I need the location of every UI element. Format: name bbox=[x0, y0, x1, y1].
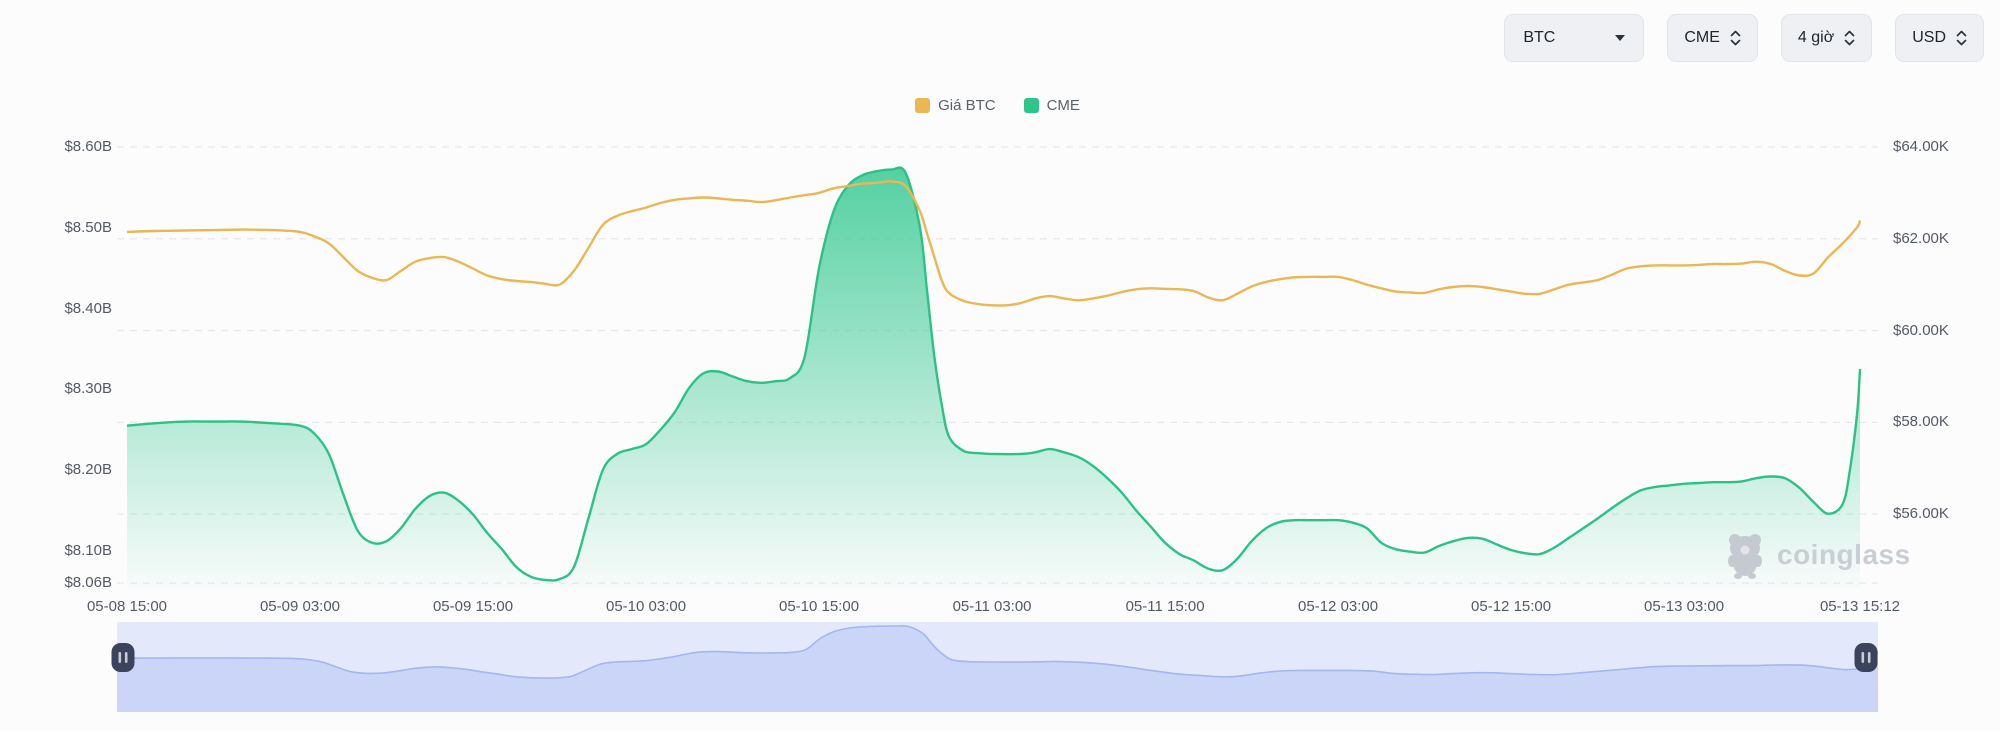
up-down-chevrons-icon bbox=[1956, 29, 1967, 47]
x-axis-label: 05-11 03:00 bbox=[952, 598, 1032, 615]
y-axis-left-label: $8.30B bbox=[64, 380, 112, 398]
y-axis-left-label: $8.50B bbox=[64, 218, 112, 236]
interval-select[interactable]: 4 giờ bbox=[1780, 14, 1873, 62]
btc-price-line bbox=[126, 180, 1862, 307]
navigator-right-handle[interactable] bbox=[1854, 643, 1878, 672]
y-axis-left-label: $8.60B bbox=[64, 138, 112, 155]
caret-down-icon bbox=[1615, 35, 1626, 41]
x-axis-label: 05-08 15:00 bbox=[86, 598, 168, 615]
x-axis-label: 05-10 03:00 bbox=[605, 598, 687, 615]
x-axis-label: 05-09 15:00 bbox=[432, 598, 514, 615]
y-axis-left-label: $8.40B bbox=[64, 299, 112, 317]
chart-controls: BTC CME 4 giờ USD bbox=[1504, 14, 1984, 62]
y-axis-right-label: $58.00K bbox=[1893, 413, 1949, 431]
y-axis-left-label: $8.10B bbox=[64, 541, 112, 559]
up-down-chevrons-icon bbox=[1730, 29, 1741, 47]
y-axis-left-label: $8.06B bbox=[64, 574, 112, 592]
legend-item-gia-btc[interactable]: Giá BTC bbox=[915, 97, 996, 114]
symbol-select[interactable]: BTC bbox=[1504, 14, 1645, 62]
btc-price-legend-swatch-icon bbox=[915, 98, 931, 113]
symbol-select-value: BTC bbox=[1523, 29, 1556, 46]
y-axis-right-label: $64.00K bbox=[1893, 138, 1949, 155]
navigator-left-handle[interactable] bbox=[111, 643, 135, 672]
exchange-select-value: CME bbox=[1684, 29, 1720, 46]
y-axis-left-label: $8.20B bbox=[64, 461, 112, 479]
y-axis-right-label: $62.00K bbox=[1893, 229, 1949, 247]
x-axis-label: 05-09 03:00 bbox=[259, 598, 341, 615]
x-axis-label: 05-10 15:00 bbox=[778, 598, 860, 615]
currency-select-value: USD bbox=[1912, 29, 1946, 46]
y-axis-right-label: $60.00K bbox=[1893, 321, 1949, 339]
cme-legend-swatch-icon bbox=[1023, 98, 1039, 113]
interval-select-value: 4 giờ bbox=[1797, 29, 1835, 46]
legend-label-cme: CME bbox=[1046, 97, 1080, 114]
cme-open-interest-area bbox=[127, 167, 1860, 588]
x-axis-label: 05-13 15:12 bbox=[1819, 598, 1901, 615]
legend-label-gia-btc: Giá BTC bbox=[938, 97, 996, 114]
x-axis-label: 05-11 15:00 bbox=[1125, 598, 1205, 615]
x-axis-label: 05-12 15:00 bbox=[1471, 598, 1552, 615]
navigator-area bbox=[117, 625, 1878, 712]
currency-select[interactable]: USD bbox=[1895, 14, 1984, 62]
legend-item-cme[interactable]: CME bbox=[1023, 97, 1080, 114]
exchange-select[interactable]: CME bbox=[1667, 14, 1758, 62]
x-axis-label: 05-12 03:00 bbox=[1298, 598, 1379, 615]
x-axis-label: 05-13 03:00 bbox=[1644, 598, 1725, 615]
cme-open-interest-line bbox=[126, 166, 1862, 582]
up-down-chevrons-icon bbox=[1844, 29, 1855, 47]
y-axis-right-label: $56.00K bbox=[1893, 505, 1949, 523]
chart-legend: Giá BTC CME bbox=[117, 97, 1878, 114]
navigator-line bbox=[117, 624, 1878, 679]
